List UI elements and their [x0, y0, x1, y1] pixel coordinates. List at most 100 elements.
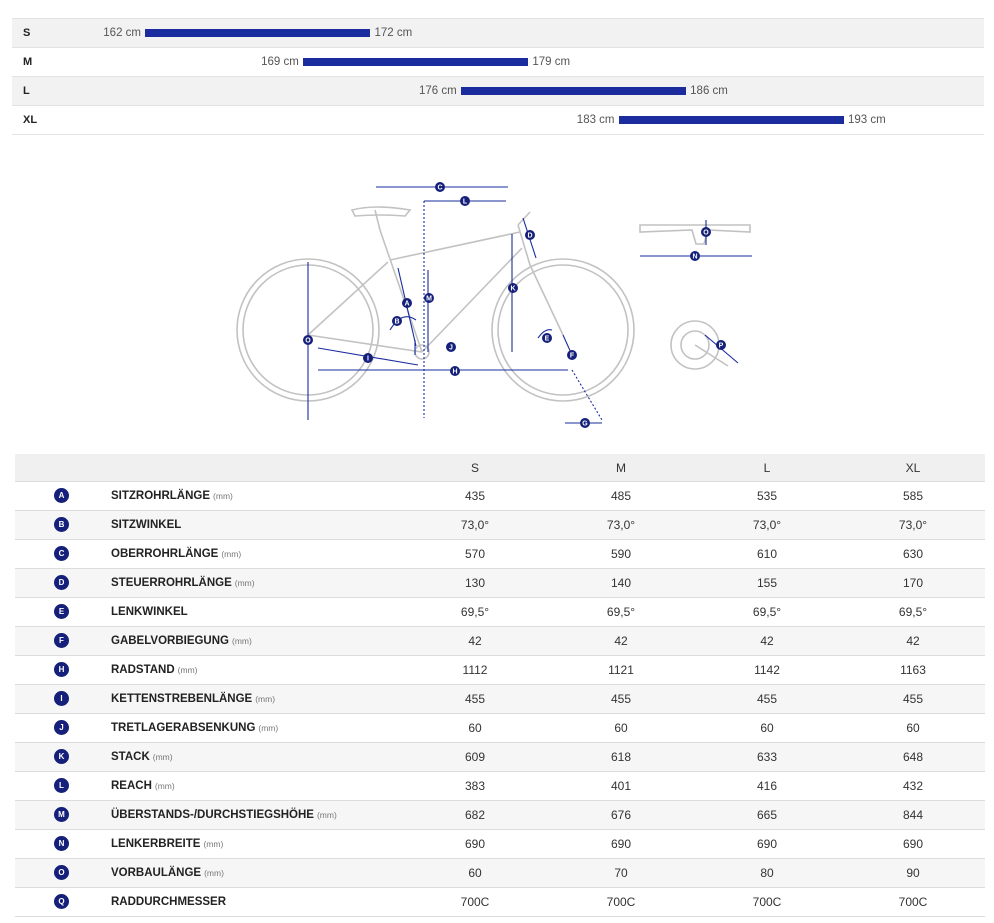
parameter-unit: (mm)	[234, 578, 255, 588]
value-cell: 60	[468, 721, 482, 735]
table-row: B SITZWINKEL 73,0° 73,0° 73,0° 73,0°	[15, 511, 985, 540]
parameter-label: RADSTAND	[111, 664, 175, 676]
value-cell: 648	[902, 750, 924, 764]
geometry-table: S M L XL A SITZROHRLÄNGE (mm) 435 485 535 585 B…	[15, 454, 985, 917]
value-cell: 844	[902, 808, 924, 822]
parameter-name: LENKERBREITE (mm)	[111, 830, 223, 858]
dimension-badge: C	[54, 546, 69, 561]
dimension-badge: Q	[54, 894, 69, 909]
value-cell: 60	[760, 721, 774, 735]
front-tire	[491, 258, 635, 402]
parameter-label: TRETLAGERABSENKUNG	[111, 722, 256, 734]
badge-l: L	[460, 196, 470, 206]
range-max-label: 193 cm	[848, 114, 886, 126]
svg-text:K: K	[510, 286, 515, 293]
dimension-badge: E	[54, 604, 69, 619]
svg-text:J: J	[449, 345, 453, 352]
value-cell: 610	[756, 547, 778, 561]
svg-text:H: H	[452, 369, 457, 376]
value-cell: 90	[906, 866, 920, 880]
down-tube	[421, 247, 523, 353]
value-cell: 42	[614, 634, 628, 648]
parameter-name: KETTENSTREBENLÄNGE (mm)	[111, 685, 275, 713]
badge-g: G	[580, 418, 590, 428]
parameter-unit: (mm)	[316, 810, 337, 820]
seat-tube	[379, 229, 423, 353]
parameter-label: SITZROHRLÄNGE	[111, 490, 211, 502]
top-tube	[389, 231, 521, 261]
value-cell: 455	[902, 692, 924, 706]
range-max-label: 179 cm	[532, 56, 571, 68]
size-range-chart: S 162 cm 172 cm M 169 cm 179 cm L 176 cm 186 cm X…	[12, 18, 984, 135]
svg-text:G: G	[582, 421, 588, 428]
parameter-unit: (mm)	[221, 549, 242, 559]
dimension-badge: A	[54, 488, 69, 503]
dimension-badge: F	[54, 633, 69, 648]
parameter-unit: (mm)	[204, 868, 224, 878]
svg-text:N: N	[692, 254, 697, 261]
value-cell: 700C	[460, 895, 490, 909]
head-tube	[517, 224, 531, 266]
value-cell: 42	[468, 634, 482, 648]
table-row: A SITZROHRLÄNGE (mm) 435 485 535 585	[15, 482, 985, 511]
value-cell: 690	[464, 837, 486, 851]
value-cell: 60	[614, 721, 628, 735]
badge-c: C	[435, 182, 445, 192]
table-row: E LENKWINKEL 69,5° 69,5° 69,5° 69,5°	[15, 598, 985, 627]
value-cell: 1121	[608, 663, 634, 677]
value-cell: 676	[610, 808, 632, 822]
value-cell: 455	[610, 692, 632, 706]
range-min-label: 162 cm	[103, 27, 141, 39]
range-max-label: 172 cm	[374, 27, 413, 39]
svg-text:O: O	[703, 230, 709, 237]
size-label: XL	[23, 114, 38, 126]
stem	[517, 211, 531, 226]
range-bar	[618, 116, 844, 124]
value-cell: 401	[610, 779, 632, 793]
parameter-unit: (mm)	[232, 636, 252, 646]
dimension-badge: H	[54, 662, 69, 677]
table-row: J TRETLAGERABSENKUNG (mm) 60 60 60 60	[15, 714, 985, 743]
range-bar	[302, 58, 529, 66]
value-cell: 73,0°	[898, 518, 928, 532]
parameter-unit: (mm)	[177, 665, 198, 675]
value-cell: 665	[756, 808, 778, 822]
range-bar	[145, 29, 371, 37]
table-row: M ÜBERSTANDS-/DURCHSTIEGSHÖHE (mm) 682 676 66…	[15, 801, 985, 830]
value-cell: 69,5°	[460, 605, 490, 619]
dimension-badge: L	[54, 778, 69, 793]
size-range-row: S 162 cm 172 cm	[12, 18, 984, 47]
parameter-label: LENKWINKEL	[111, 606, 188, 618]
parameter-label: LENKERBREITE	[111, 838, 201, 850]
dimension-badge: N	[54, 836, 69, 851]
parameter-label: OBERROHRLÄNGE	[111, 548, 219, 560]
parameter-label: VORBAULÄNGE	[111, 867, 202, 879]
header-size-xl: XL	[905, 461, 921, 475]
parameter-name: LENKWINKEL	[111, 598, 188, 626]
value-cell: 630	[902, 547, 924, 561]
table-row: I KETTENSTREBENLÄNGE (mm) 455 455 455 455	[15, 685, 985, 714]
value-cell: 435	[464, 489, 486, 503]
parameter-label: SITZWINKEL	[111, 519, 182, 531]
value-cell: 73,0°	[606, 518, 636, 532]
header-size-s: S	[470, 461, 479, 475]
table-row: Q RADDURCHMESSER 700C 700C 700C 700C	[15, 888, 985, 917]
value-cell: 383	[464, 779, 486, 793]
value-cell: 1112	[462, 663, 488, 677]
value-cell: 618	[610, 750, 632, 764]
value-cell: 609	[464, 750, 486, 764]
dimension-badge: J	[54, 720, 69, 735]
badge-d: D	[525, 230, 535, 240]
badge-m: M	[424, 293, 434, 303]
size-label: M	[23, 56, 33, 68]
bike-geometry-svg: C L D A B M K J I H O E F G N O P	[236, 182, 752, 428]
badge-k: K	[508, 283, 518, 293]
badge-h: H	[450, 366, 460, 376]
size-range-row: M 169 cm 179 cm	[12, 47, 984, 76]
crank-arm	[694, 344, 729, 367]
svg-text:F: F	[570, 353, 575, 360]
seat-post	[374, 209, 381, 231]
table-row: H RADSTAND (mm) 1112 1121 1142 1163	[15, 656, 985, 685]
parameter-label: KETTENSTREBENLÄNGE	[111, 693, 253, 705]
dimension-badge: K	[54, 749, 69, 764]
